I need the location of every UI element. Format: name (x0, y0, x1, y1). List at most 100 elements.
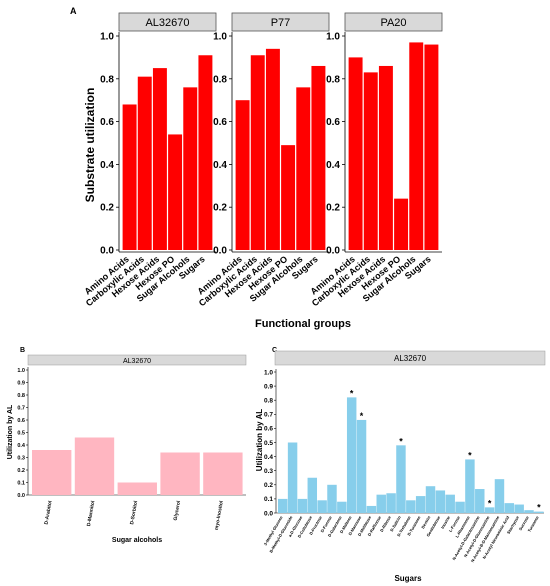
panel-b-ylabel: Utilization by AL (7, 404, 14, 459)
bar-b-methyl-d-glucoside (287, 442, 298, 513)
bar-hexose-acids (152, 68, 167, 250)
y-tick-label: 0.0 (326, 246, 340, 257)
y-tick-label: 0.8 (17, 393, 25, 399)
significance-marker: * (488, 498, 492, 508)
bar-n-acetyl-d-glucosamine (484, 507, 495, 513)
significance-marker: * (360, 411, 364, 421)
panel-b-xlabel: Sugar alcohols (112, 537, 162, 544)
panel-a-label: A (70, 6, 77, 16)
bar-d-ribose (386, 493, 396, 513)
significance-marker: * (399, 436, 403, 446)
y-tick-label: 0.6 (100, 117, 114, 128)
bar-inosine (445, 494, 455, 513)
y-tick-label: 0.6 (326, 117, 340, 128)
bar-d-melibiose (366, 505, 377, 513)
bar-d-salicin (396, 445, 406, 513)
y-tick-label: 0.6 (17, 418, 25, 424)
panel-b-plot: 0.0 0.1 0.2 0.3 0.4 0.5 0.6 0.7 0.8 0.9 1.0 D-Arabi… (17, 367, 246, 531)
y-tick-label: 0.9 (17, 381, 25, 387)
y-tick-label: 0.1 (264, 496, 273, 503)
x-tick-label: myo-Inositol (214, 500, 225, 531)
bar-sugars (198, 55, 213, 251)
y-tick-label: 0.0 (100, 246, 114, 257)
y-tick-label: 0.2 (264, 482, 273, 489)
bar-hexose-po (168, 134, 183, 250)
bar-gentiobiose (435, 490, 446, 513)
y-tick-label: 0.8 (213, 74, 227, 85)
bar-carboxylic-acids (137, 76, 152, 250)
facet-strip (231, 12, 330, 32)
x-tick-label: Glycerol (173, 500, 182, 521)
y-tick-label: 0.6 (264, 426, 273, 433)
y-tick-label: 1.0 (213, 32, 227, 43)
panel-b-label: B (20, 347, 25, 354)
x-tick-label: Inosine (440, 514, 452, 529)
y-tick-label: 0.2 (17, 468, 25, 474)
bar-d-turanose (415, 496, 426, 513)
bar-carboxylic-acids (363, 72, 378, 250)
y-tick-label: 0.2 (100, 203, 114, 214)
bar-l-fucose (455, 501, 465, 513)
bar-hexose-po (281, 145, 296, 250)
panel-c-title: AL32670 (394, 354, 427, 363)
facet-title: AL32670 (145, 17, 189, 29)
bar-amino-acids (348, 57, 363, 251)
facet-strip (344, 12, 443, 32)
x-tick-label: D-Sorbitol (129, 500, 139, 525)
bar-hexose-acids (378, 65, 393, 251)
bar-sugars (424, 44, 439, 251)
y-tick-label: 0.8 (326, 74, 340, 85)
y-tick-label: 0.1 (17, 481, 25, 487)
bar-d-raffinose (376, 494, 386, 513)
y-tick-label: 1.0 (326, 32, 340, 43)
bar-l-rhamnose (465, 459, 475, 513)
bar-sugar-alcohols (409, 42, 424, 250)
bar-glycerol (160, 452, 200, 495)
panel-c: C AL32670 Utilization by AL Sugars 0.0 0.… (255, 347, 546, 583)
bar-carboxylic-acids (250, 55, 265, 251)
y-tick-label: 0.4 (17, 443, 26, 449)
bar-d-mannitol (74, 437, 115, 495)
x-tick-label: Dextrin (420, 515, 431, 530)
y-tick-label: 1.0 (17, 368, 25, 374)
bar-hexose-acids (265, 48, 280, 251)
bar-d-fucose (327, 484, 337, 513)
y-tick-label: 1.0 (264, 369, 273, 376)
y-tick-label: 1.0 (100, 32, 114, 43)
y-tick-label: 0.4 (326, 160, 340, 171)
y-tick-label: 0.3 (17, 456, 25, 462)
facet-title: PA20 (380, 17, 406, 29)
y-tick-label: 0.8 (264, 398, 273, 405)
bar-sugar-alcohols (183, 87, 198, 250)
y-tick-label: 0.8 (100, 74, 114, 85)
bar-sucrose (524, 510, 534, 513)
facet-strip (118, 12, 217, 32)
panel-a: A Substrate utilization Functional group… (70, 6, 443, 330)
bar-n-acetyl-b-d-mannosamine (494, 479, 505, 513)
bar-d-cellobiose (307, 477, 318, 513)
y-tick-label: 0.7 (264, 412, 273, 419)
bar-d-galactose (337, 501, 347, 513)
y-tick-label: 0.9 (264, 383, 273, 390)
facet-title: P77 (271, 17, 291, 29)
panel-c-ylabel: Utilization by AL (255, 409, 264, 471)
bar-amino-acids (122, 104, 137, 250)
bar-n-acetyl-neuraminic-acid (504, 503, 515, 513)
panel-b-title-strip (27, 354, 247, 366)
y-tick-label: 0.3 (264, 468, 273, 475)
y-tick-label: 0.0 (264, 510, 273, 517)
bar-d-fructose (317, 500, 327, 513)
bar-d-trehalose (406, 500, 416, 513)
bar-d-mannose (356, 419, 367, 513)
y-tick-label: 0.0 (213, 246, 227, 257)
panel-c-plot: 0.00.10.20.30.40.50.60.70.80.91.03-Methy… (263, 369, 544, 563)
bar-hexose-po (394, 198, 409, 250)
y-tick-label: 0.4 (264, 454, 273, 461)
panel-a-xlabel: Functional groups (255, 318, 351, 330)
bar-sugar-alcohols (296, 87, 311, 250)
y-tick-label: 0.7 (17, 406, 25, 412)
